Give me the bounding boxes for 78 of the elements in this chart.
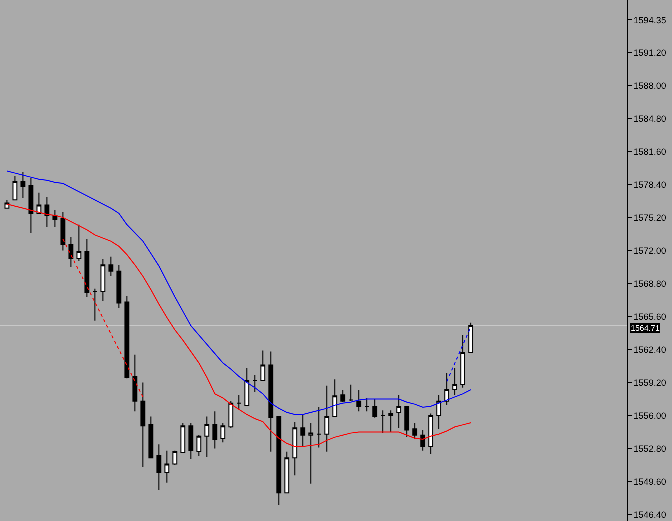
ref-line-label: 1564.71 — [631, 324, 660, 333]
candlestick — [260, 350, 266, 382]
y-tick-label: 1568.80 — [634, 278, 666, 289]
candlestick — [148, 416, 154, 459]
candlestick — [300, 414, 306, 448]
y-tick-label: 1565.60 — [634, 312, 666, 322]
candlestick — [284, 451, 290, 494]
candlestick — [404, 406, 410, 438]
y-tick-label: 1578.40 — [634, 180, 666, 190]
candlestick — [316, 407, 322, 448]
y-tick-label: 1572.00 — [634, 246, 666, 256]
candlestick — [236, 394, 242, 410]
y-tick-label: 1591.20 — [634, 48, 666, 58]
y-tick-label: 1575.20 — [634, 212, 666, 223]
y-tick-label: 1552.80 — [634, 444, 666, 454]
line-series — [6, 170, 472, 416]
candlestick — [196, 434, 202, 456]
candlestick — [340, 389, 346, 403]
candlestick — [116, 264, 122, 309]
candlestick — [172, 450, 178, 466]
candlestick — [180, 422, 186, 454]
candlestick — [468, 322, 474, 354]
candlestick — [68, 236, 74, 268]
candlestick — [356, 389, 362, 412]
candlestick — [268, 351, 274, 452]
candlestick — [324, 385, 330, 452]
candlestick — [428, 413, 434, 454]
y-tick-label: 1588.00 — [634, 80, 666, 91]
candlestick — [84, 238, 90, 298]
candlestick — [244, 368, 250, 407]
y-tick-label: 1559.20 — [634, 378, 666, 388]
candlestick — [100, 258, 106, 302]
y-tick-label: 1594.35 — [634, 15, 666, 26]
candlestick — [444, 372, 450, 406]
candlestick — [28, 178, 34, 234]
candlestick — [276, 416, 282, 506]
y-tick-label: 1581.60 — [634, 146, 666, 157]
y-tick-label: 1584.80 — [634, 114, 666, 124]
candlestick — [436, 394, 442, 430]
y-tick-label: 1546.40 — [634, 510, 666, 520]
candlestick — [372, 398, 378, 418]
candlestick — [164, 450, 170, 484]
y-tick-label: 1549.60 — [634, 476, 666, 487]
candlestick — [108, 256, 114, 277]
candlestick — [460, 334, 466, 388]
candlestick — [36, 192, 42, 214]
candlestick — [420, 430, 426, 452]
candlestick — [348, 384, 354, 402]
candlestick — [132, 354, 138, 412]
candlestick — [156, 444, 162, 491]
candlestick — [76, 224, 82, 262]
candlestick — [412, 422, 418, 440]
candlestick — [252, 375, 258, 393]
candlestick — [60, 212, 66, 252]
candlestick — [332, 379, 338, 418]
candlestick — [204, 416, 210, 458]
candlestick — [212, 411, 218, 450]
candlestick — [220, 422, 226, 444]
candlestick — [12, 176, 18, 201]
candlestick — [364, 398, 370, 412]
candlestick — [20, 172, 26, 199]
candlestick — [452, 368, 458, 396]
line-series — [6, 204, 472, 448]
y-tick-label: 1556.00 — [634, 410, 666, 421]
candlestick — [228, 400, 234, 429]
candlestick — [4, 200, 10, 209]
candlestick — [44, 196, 50, 228]
candlestick — [140, 382, 146, 468]
candlestick — [188, 422, 194, 460]
candlestick — [388, 410, 394, 433]
candlestick — [396, 394, 402, 429]
candlestick — [308, 422, 314, 484]
y-tick-label: 1562.40 — [634, 344, 666, 355]
candlestick — [52, 210, 58, 228]
candlestick — [92, 288, 98, 322]
candlestick — [380, 410, 386, 434]
candlestick — [124, 296, 130, 380]
candlestick — [292, 421, 298, 476]
